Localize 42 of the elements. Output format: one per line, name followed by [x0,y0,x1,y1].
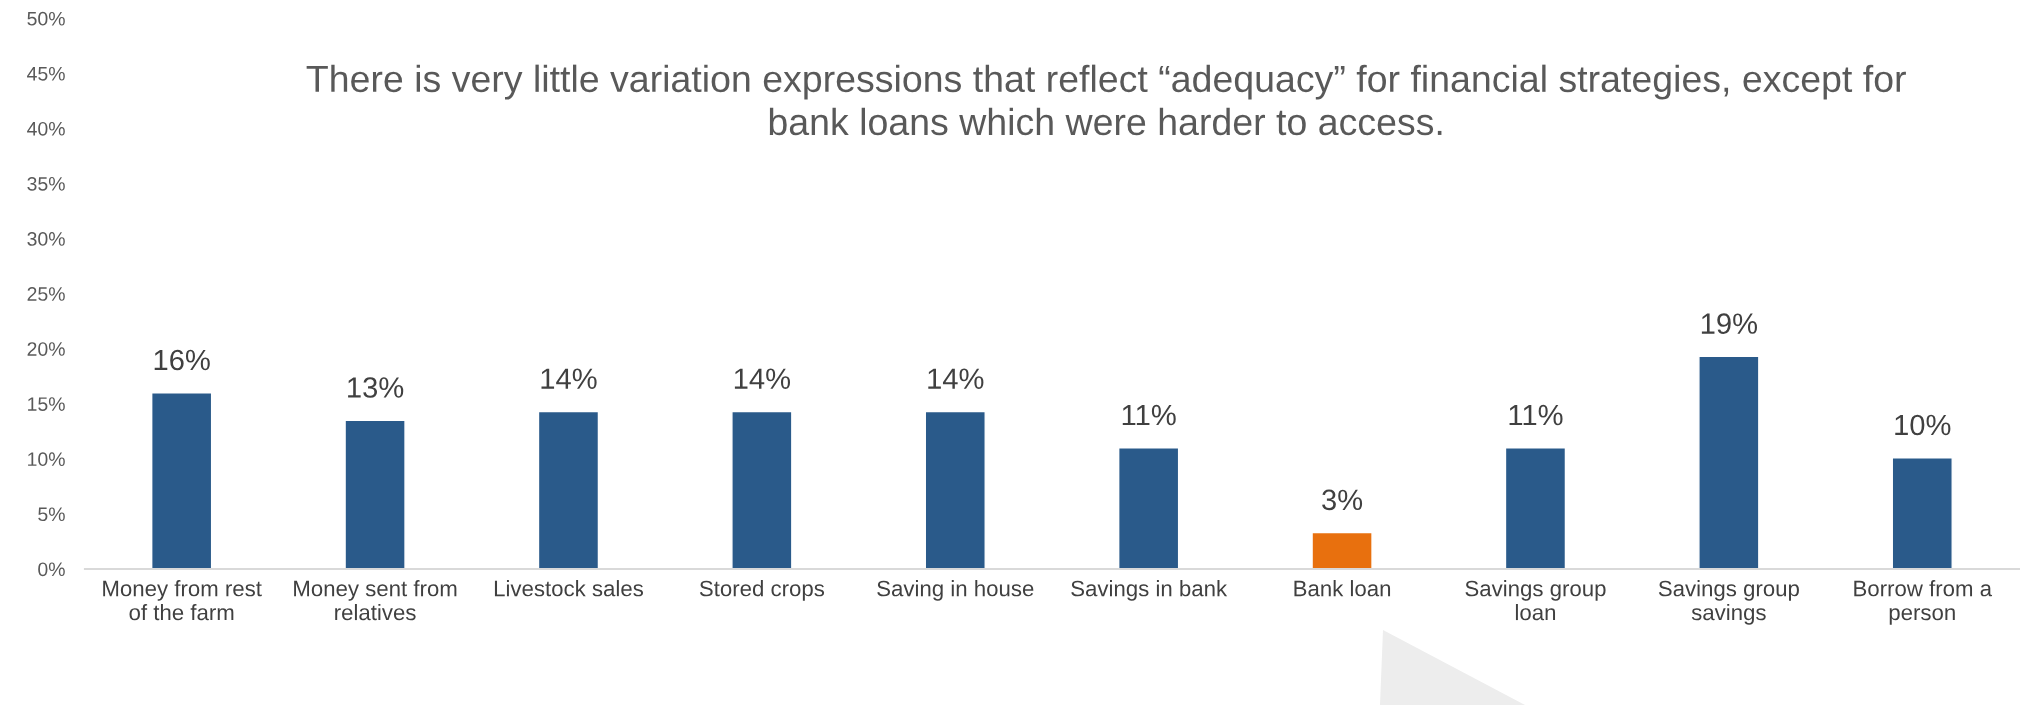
y-tick-label: 35% [27,176,65,191]
data-label: 14% [734,368,791,389]
data-label: 14% [541,368,597,389]
bar [924,410,986,569]
x-tick-label: Saving in house [877,580,1034,601]
x-tick-label: Bank loan [1294,580,1391,597]
data-label: 16% [154,349,210,371]
data-label: 10% [1895,414,1951,436]
x-tick-label: Savings in bank [1071,580,1228,601]
bar [537,410,600,569]
x-tick-label: Stored crops [699,580,825,601]
text: There is very little variation expressions that reflect “adequacy” for financial strategies, except for bank loans which were harder to access. [306,64,1906,136]
data-label: 14% [928,368,984,389]
x-tick-label: Borrow from a person [1854,580,1993,625]
x-tick-label: Livestock sales [494,580,644,597]
y-tick-label: 25% [27,287,65,301]
y-tick-label: 10% [28,452,65,467]
data-label: 11% [1122,404,1176,426]
x-tick-label: Savings group loan [1465,580,1606,621]
data-label: 3% [1322,489,1363,511]
y-tick-label: 20% [27,342,65,356]
bar [1117,447,1180,569]
x-tick-label: Money sent from relatives [294,580,457,621]
bar [344,419,406,569]
bar [731,410,793,569]
y-tick-label: 40% [27,121,65,136]
y-tick-label: 45% [27,66,65,81]
bar [1698,355,1760,569]
x-tick-label: Money from rest of the farm [103,580,262,621]
x-tick-label: Savings group savings [1658,580,1799,625]
bar [150,392,213,569]
y-tick-label: 50% [27,11,65,26]
bar [1891,457,1953,569]
y-tick-label: 5% [38,507,65,522]
data-label: 11% [1509,404,1563,426]
data-label: 13% [348,377,404,398]
y-tick-label: 15% [28,397,65,411]
bar [1311,531,1373,569]
bar [1504,447,1567,569]
y-tick-label: 0% [38,562,65,577]
y-tick-label: 30% [27,232,65,246]
data-label: 19% [1701,313,1758,334]
